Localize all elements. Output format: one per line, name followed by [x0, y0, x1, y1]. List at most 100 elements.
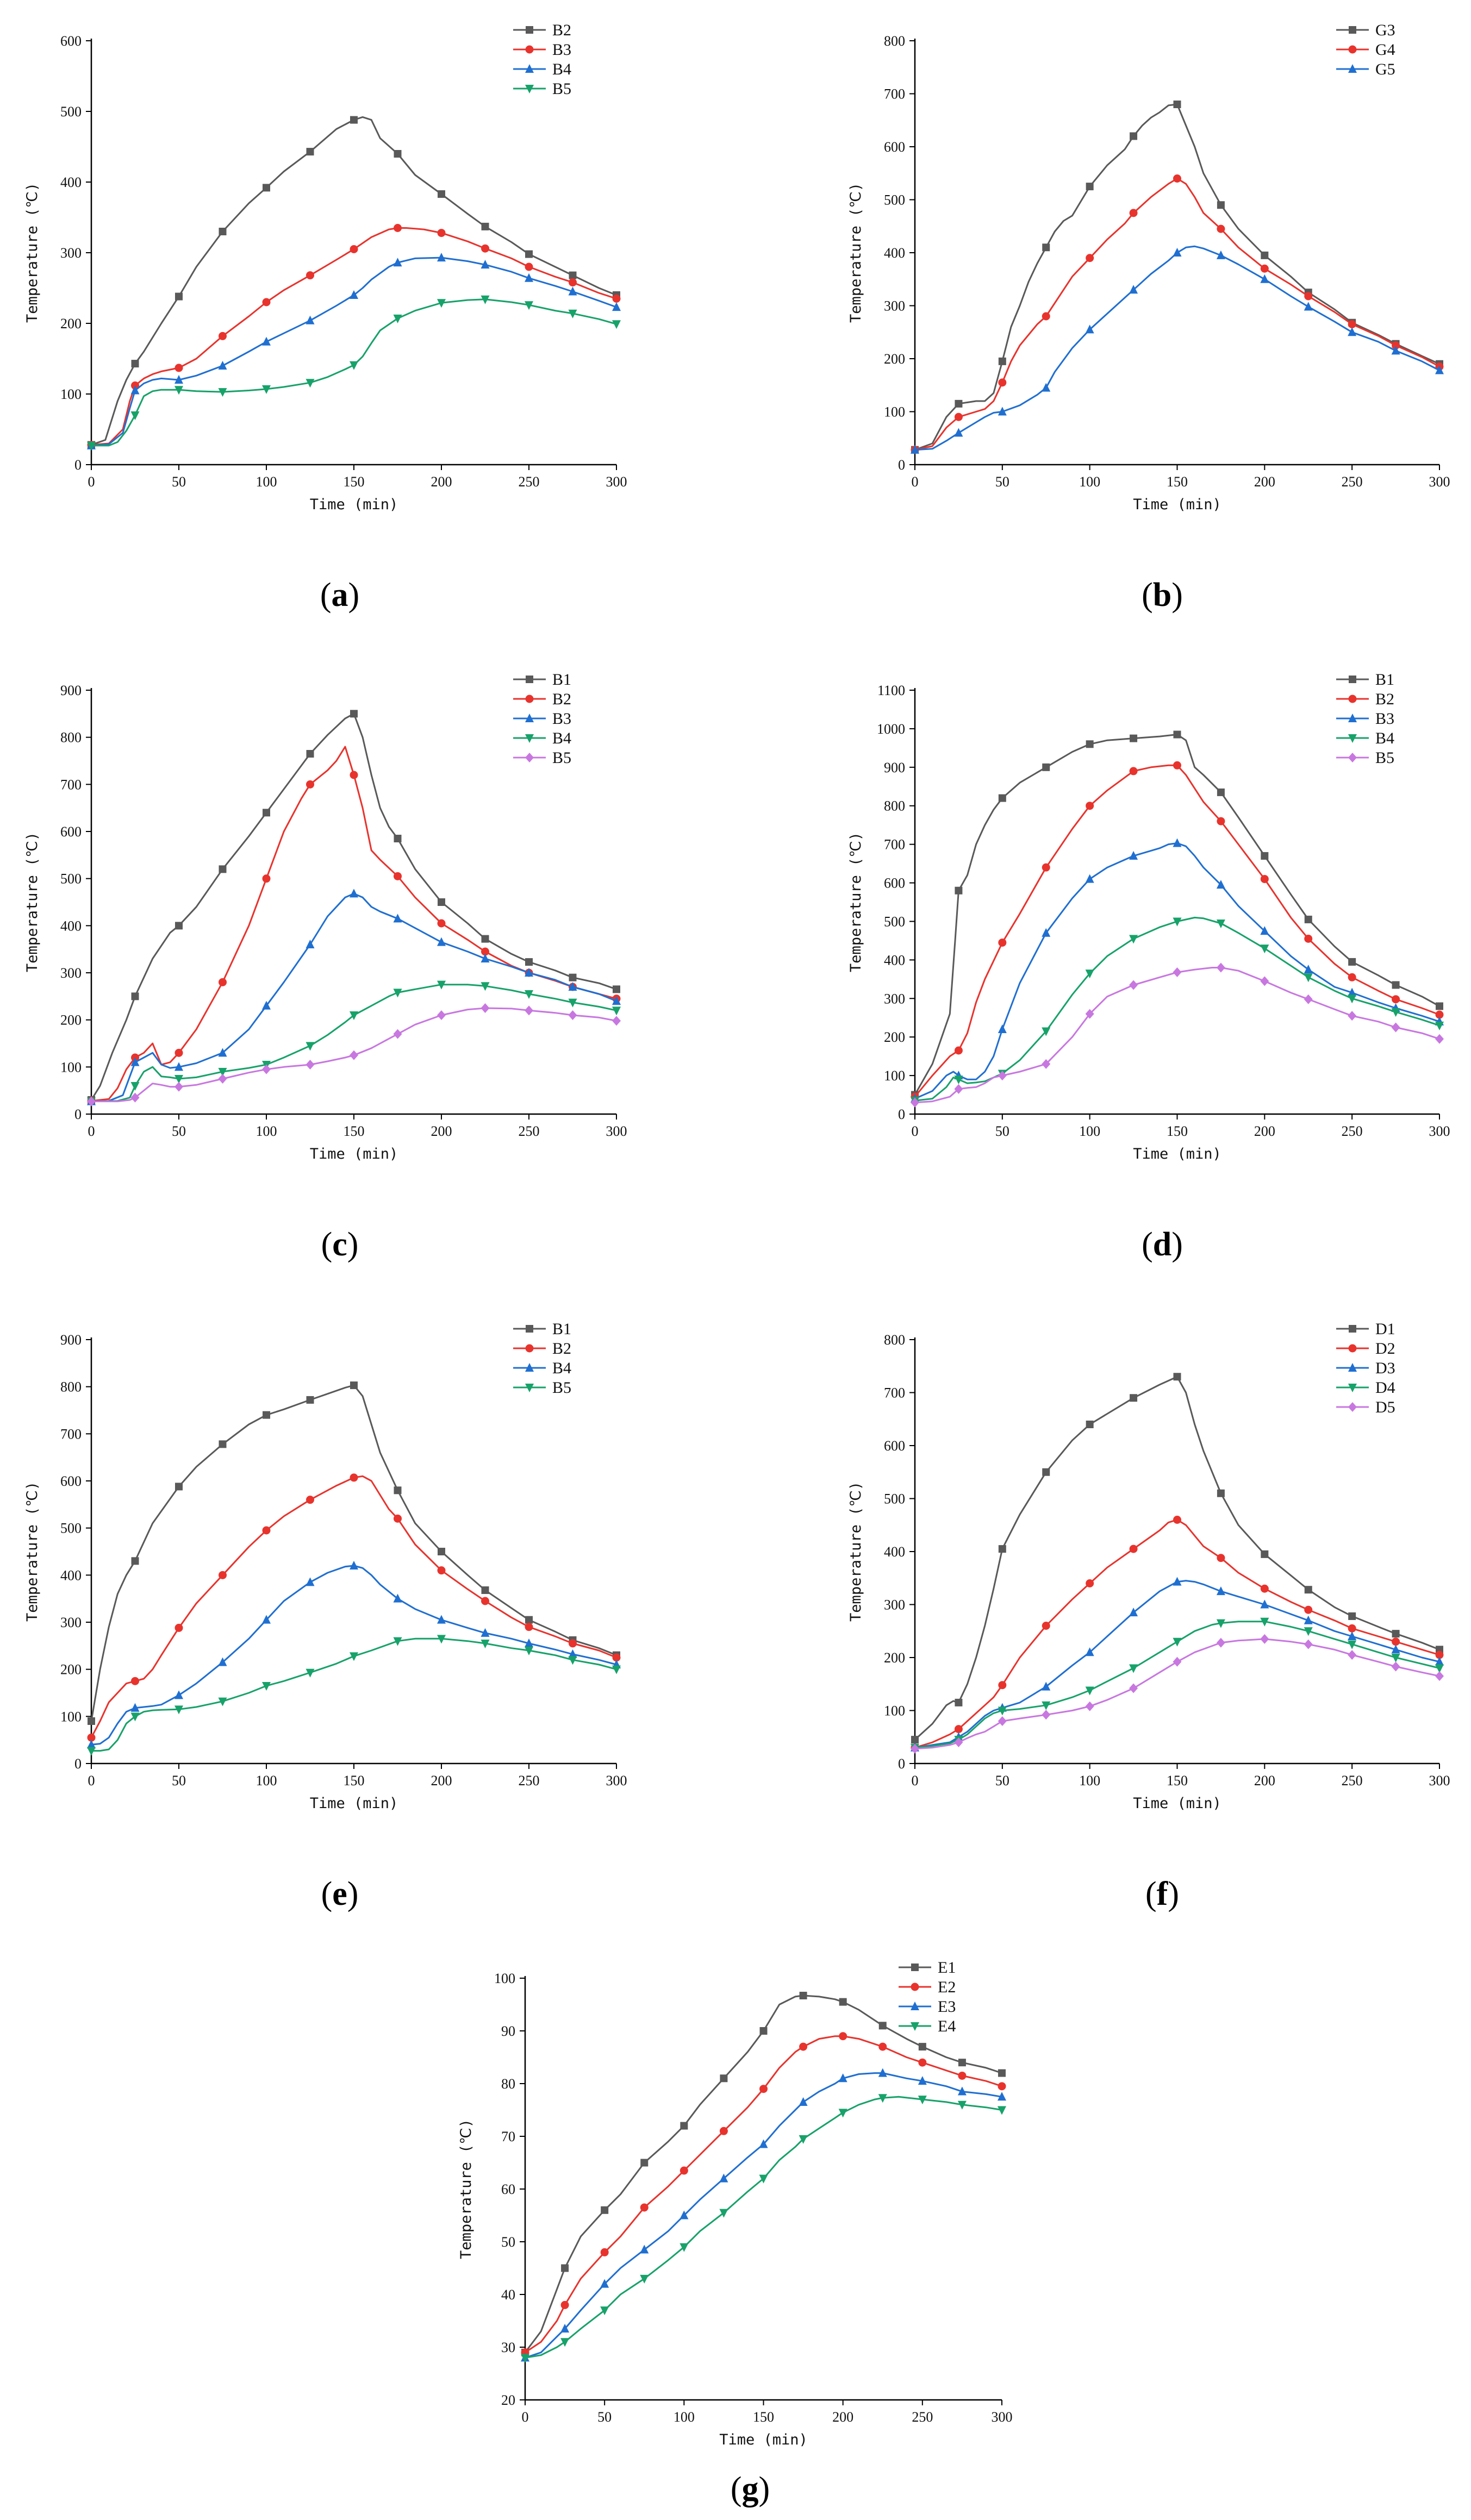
legend-label-G4: G4: [1375, 41, 1395, 59]
data-point-E4: [878, 2094, 887, 2103]
data-point-G5: [954, 428, 963, 437]
x-tick-label: 250: [519, 474, 540, 490]
data-point-B5: [262, 1064, 271, 1074]
data-point-D3: [1435, 1656, 1444, 1666]
y-tick-label: 500: [884, 914, 905, 929]
data-point-B4: [481, 1628, 490, 1637]
data-point-B5: [218, 1697, 227, 1706]
y-tick-label: 500: [60, 104, 82, 120]
data-point-B1: [350, 710, 358, 718]
data-point-G5: [1304, 302, 1313, 311]
y-tick-label: 400: [60, 174, 82, 190]
x-tick-label: 200: [832, 2409, 853, 2425]
data-point-E4: [957, 2100, 967, 2110]
data-point-B4: [954, 1075, 963, 1085]
data-point-D4: [1085, 1686, 1094, 1696]
series-E1: [521, 1992, 1006, 2356]
series-line-B3: [914, 842, 1440, 1099]
x-tick-label: 150: [344, 474, 365, 490]
data-point-E2: [759, 2085, 768, 2093]
x-axis-title: Time (min): [1133, 1146, 1221, 1162]
series-D4: [911, 1617, 1444, 1753]
series-line-E4: [525, 2096, 1002, 2359]
data-point-D4: [998, 1706, 1007, 1716]
y-tick-label: 0: [74, 1756, 82, 1772]
legend-marker-B4: [525, 1363, 534, 1372]
legend-label-G3: G3: [1375, 21, 1395, 39]
data-point-B4: [262, 336, 271, 346]
data-point-B1: [350, 1381, 358, 1390]
data-point-B1: [1261, 852, 1269, 860]
data-point-B2: [1392, 995, 1400, 1004]
data-point-B1: [394, 1486, 402, 1495]
data-point-B2: [437, 919, 446, 928]
data-point-B2: [954, 1046, 963, 1055]
data-point-B5: [568, 309, 577, 318]
chart-panel-f: 0 50 100 150 200 250 300 0 100 200 300 400 500 600 700…: [847, 1320, 1450, 1912]
x-axis-title: Time (min): [310, 1795, 398, 1812]
panel-label: (d): [1142, 1226, 1183, 1263]
data-point-B1: [438, 1548, 445, 1555]
data-point-E2: [839, 2032, 847, 2041]
data-point-E1: [839, 1998, 847, 2006]
legend-label-B2: B2: [552, 1340, 571, 1358]
data-point-B3: [568, 982, 577, 991]
data-point-B5: [306, 379, 315, 388]
legend-label-B1: B1: [552, 1320, 571, 1338]
series-line-D5: [914, 1638, 1440, 1750]
x-tick-label: 150: [753, 2409, 774, 2425]
series-line-B1: [90, 712, 617, 1100]
data-point-B5: [130, 411, 140, 420]
data-point-E3: [799, 2097, 808, 2106]
data-point-B2: [350, 771, 358, 779]
y-tick-label: 900: [884, 760, 905, 776]
data-point-E1: [601, 2206, 609, 2214]
data-point-B2: [394, 150, 402, 158]
data-point-G4: [1042, 312, 1050, 321]
data-point-B2: [131, 1677, 139, 1685]
y-tick-label: 300: [60, 965, 82, 981]
y-tick-label: 700: [884, 1385, 905, 1401]
data-point-B4: [1435, 1021, 1444, 1030]
data-point-E3: [838, 2073, 847, 2083]
data-point-B5: [350, 1652, 358, 1661]
data-point-B3: [174, 1062, 183, 1071]
y-tick-label: 400: [884, 245, 905, 261]
legend-marker-E4: [911, 2022, 919, 2031]
data-point-B4: [481, 260, 490, 269]
series-line-G4: [914, 178, 1440, 451]
data-point-G4: [998, 378, 1007, 387]
data-point-B2: [1042, 863, 1050, 872]
data-point-E2: [600, 2248, 609, 2256]
data-point-B3: [350, 889, 358, 898]
data-point-B3: [437, 937, 446, 946]
legend-marker-B4: [525, 734, 534, 743]
data-point-G4: [1129, 209, 1138, 217]
data-point-D1: [1304, 1586, 1312, 1594]
data-point-E3: [640, 2244, 649, 2254]
data-point-B4: [481, 982, 490, 991]
data-point-B3: [350, 245, 358, 253]
data-point-G5: [1260, 274, 1269, 283]
series-line-B1: [914, 734, 1440, 1096]
y-tick-label: 200: [60, 316, 82, 332]
legend-marker-D1: [1349, 1325, 1356, 1333]
data-point-B1: [525, 958, 533, 966]
legend-label-B3: B3: [1375, 710, 1394, 728]
data-point-B3: [481, 954, 490, 962]
x-tick-label: 100: [1079, 1123, 1100, 1139]
data-point-B5: [262, 385, 271, 394]
series-B3: [87, 224, 621, 449]
series-line-D2: [914, 1519, 1440, 1749]
data-point-G5: [911, 445, 919, 454]
data-point-D4: [1042, 1701, 1051, 1710]
data-point-D2: [1217, 1554, 1225, 1562]
legend-marker-B1: [526, 1325, 533, 1333]
x-tick-label: 0: [912, 1773, 919, 1789]
series-line-B4: [91, 984, 617, 1103]
data-point-B4: [174, 1690, 183, 1699]
data-point-E1: [878, 2022, 887, 2030]
legend-label-B5: B5: [1375, 749, 1394, 767]
